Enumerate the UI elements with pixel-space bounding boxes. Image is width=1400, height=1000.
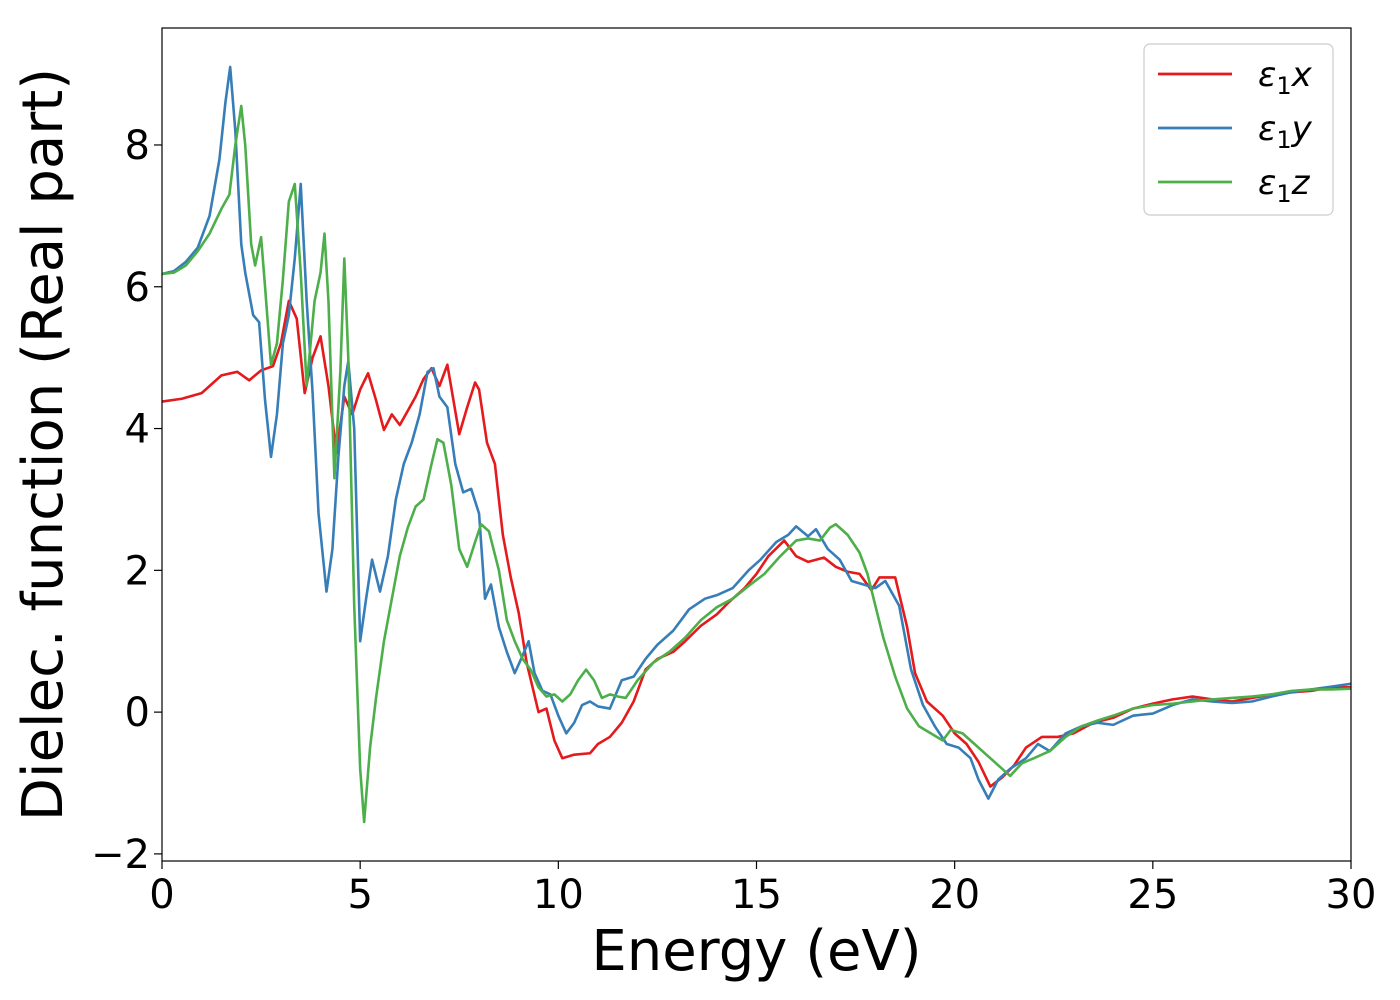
y-axis-ticks: −2 0 2 4 6 8	[91, 123, 162, 878]
y-axis-label: Dielec. function (Real part)	[11, 68, 76, 821]
x-tick-label: 15	[731, 872, 782, 918]
y-tick-label: 0	[125, 690, 150, 736]
y-tick-label: 8	[125, 123, 150, 169]
series-line-y	[162, 65, 1351, 800]
x-tick-label: 25	[1127, 872, 1178, 918]
x-axis-ticks: 0 5 10 15 20 25 30	[149, 861, 1376, 918]
x-tick-label: 5	[347, 872, 372, 918]
x-tick-label: 20	[929, 872, 980, 918]
y-tick-label: 4	[125, 407, 150, 453]
y-tick-label: −2	[91, 832, 150, 878]
x-tick-label: 30	[1326, 872, 1377, 918]
legend-box	[1143, 43, 1334, 216]
y-tick-label: 2	[125, 548, 150, 594]
series-line-x	[162, 299, 1351, 788]
x-axis-label: Energy (eV)	[591, 919, 921, 984]
legend-label-z: ε1z	[1258, 163, 1311, 208]
series-line-z	[162, 104, 1351, 824]
x-tick-label: 10	[533, 872, 584, 918]
legend: ε1x ε1y ε1z	[1143, 43, 1334, 216]
y-tick-label: 6	[125, 265, 150, 311]
plot-lines	[162, 65, 1351, 824]
x-tick-label: 0	[149, 872, 174, 918]
legend-label-y: ε1y	[1258, 109, 1313, 154]
legend-label-x: ε1x	[1258, 55, 1313, 100]
